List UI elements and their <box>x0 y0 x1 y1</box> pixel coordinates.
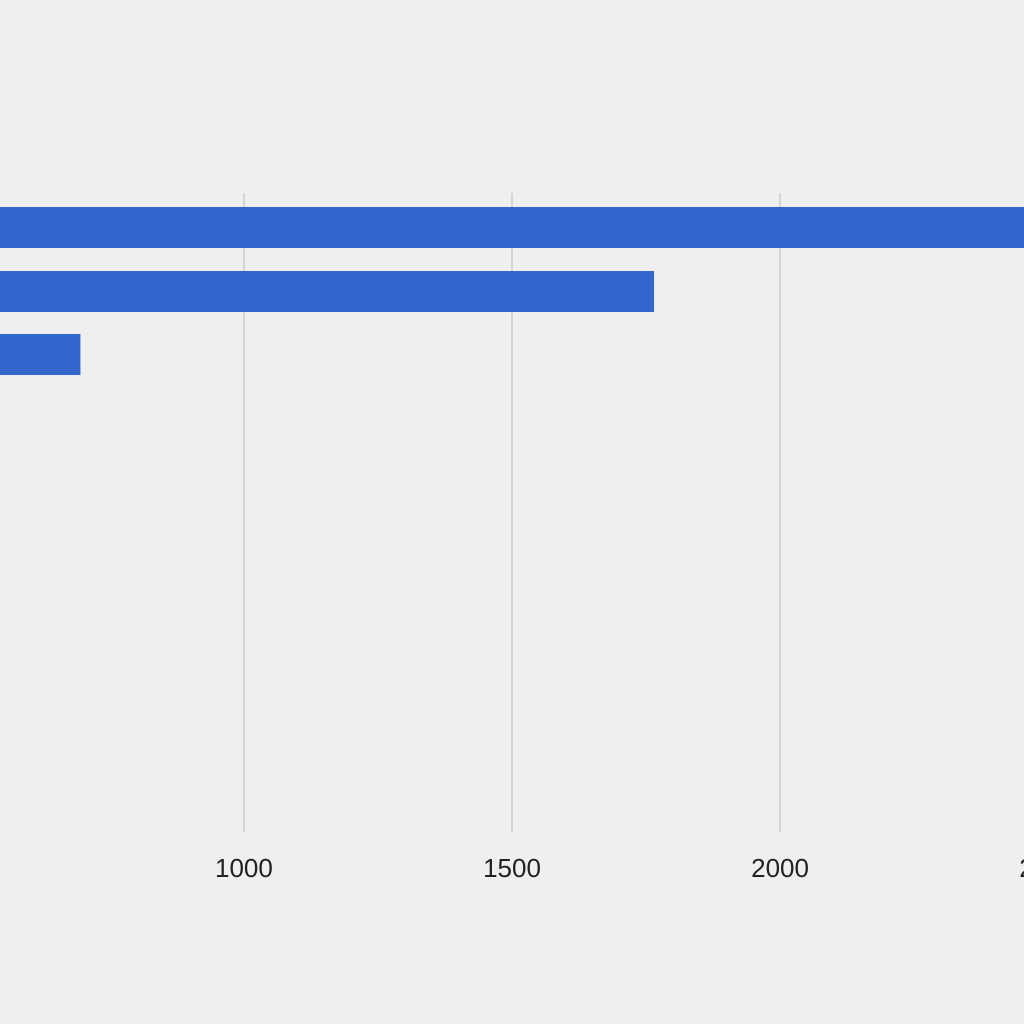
bar-2 <box>0 271 655 312</box>
x-tick-label-1500: 1500 <box>483 853 541 883</box>
bar-3 <box>0 334 81 375</box>
x-tick-label-1000: 1000 <box>215 853 273 883</box>
bar-1 <box>0 207 1024 248</box>
bars <box>0 207 1024 375</box>
x-tick-label-2000: 2000 <box>751 853 809 883</box>
x-tick-label-2500: 2500 <box>1019 853 1024 883</box>
x-axis-tick-labels: 5001000150020002500 <box>215 853 1024 883</box>
